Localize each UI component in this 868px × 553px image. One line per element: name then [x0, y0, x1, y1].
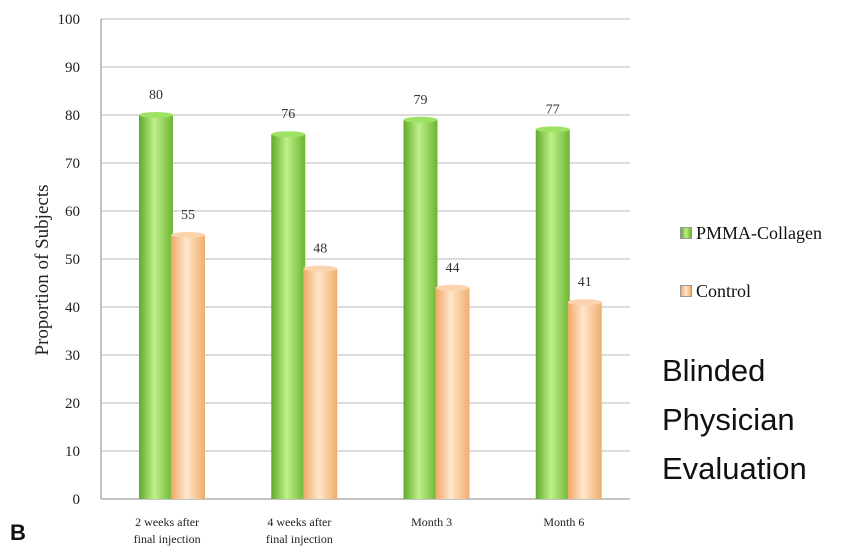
labels: 0 10 20 30 40 50 60 70 80 90 100 80 55 2 weeks after f…	[58, 12, 592, 546]
bar-top-control	[171, 232, 205, 238]
y-tick-label: 40	[65, 300, 80, 316]
bar-top-pmma-collagen	[139, 112, 173, 118]
legend-label-control: Control	[696, 280, 752, 301]
x-tick-label: final injection	[266, 532, 333, 546]
bar-control	[171, 235, 205, 499]
data-label-pmma-collagen: 76	[281, 107, 295, 122]
bar-control	[435, 287, 470, 499]
data-label-control: 44	[446, 261, 460, 276]
x-tick-label: Month 6	[543, 515, 584, 529]
panel-label: B	[10, 520, 26, 545]
caption-line: Physician	[662, 402, 795, 437]
data-label-control: 55	[181, 208, 195, 223]
caption: Blinded Physician Evaluation	[662, 346, 807, 493]
bar-top-pmma-collagen	[535, 126, 570, 133]
y-tick-label: 70	[65, 156, 80, 172]
legend-item-pmma-collagen: PMMA-Collagen	[680, 220, 822, 246]
bar-top-control	[303, 265, 338, 272]
y-tick-label: 30	[65, 348, 80, 364]
y-tick-label: 100	[58, 12, 81, 28]
legend-swatch-green	[680, 227, 692, 239]
y-tick-label: 20	[65, 396, 80, 412]
bar-top-pmma-collagen	[271, 131, 306, 138]
data-label-pmma-collagen: 80	[149, 88, 163, 103]
bar-pmma-collagen	[535, 129, 570, 499]
y-tick-label: 0	[73, 492, 81, 508]
bar-pmma-collagen	[403, 119, 438, 500]
caption-line: Blinded	[662, 353, 766, 388]
x-tick-label: 2 weeks after	[135, 515, 199, 529]
y-tick-label: 90	[65, 60, 80, 76]
x-tick-label: 4 weeks after	[267, 515, 331, 529]
bar-pmma-collagen	[139, 115, 173, 499]
data-label-pmma-collagen: 77	[546, 102, 560, 117]
data-label-control: 48	[313, 242, 327, 257]
x-tick-label: Month 3	[411, 515, 452, 529]
bars	[139, 112, 602, 500]
bar-pmma-collagen	[271, 134, 306, 499]
x-tick-label: final injection	[134, 532, 201, 546]
legend-swatch-orange	[680, 285, 692, 297]
legend: PMMA-Collagen Control	[680, 220, 822, 336]
legend-label-pmma-collagen: PMMA-Collagen	[696, 222, 822, 243]
y-tick-label: 80	[65, 108, 80, 124]
bar-top-pmma-collagen	[403, 116, 438, 123]
bar-control	[567, 302, 602, 499]
y-tick-label: 60	[65, 204, 80, 220]
bar-top-control	[567, 299, 602, 306]
legend-item-control: Control	[680, 278, 822, 304]
data-label-pmma-collagen: 79	[414, 93, 428, 108]
bar-control	[303, 268, 338, 499]
y-axis-title: Proportion of Subjects	[32, 185, 53, 356]
bar-top-control	[435, 284, 470, 291]
y-tick-label: 10	[65, 444, 80, 460]
caption-line: Evaluation	[662, 451, 807, 486]
data-label-control: 41	[578, 275, 592, 290]
y-tick-label: 50	[65, 252, 80, 268]
